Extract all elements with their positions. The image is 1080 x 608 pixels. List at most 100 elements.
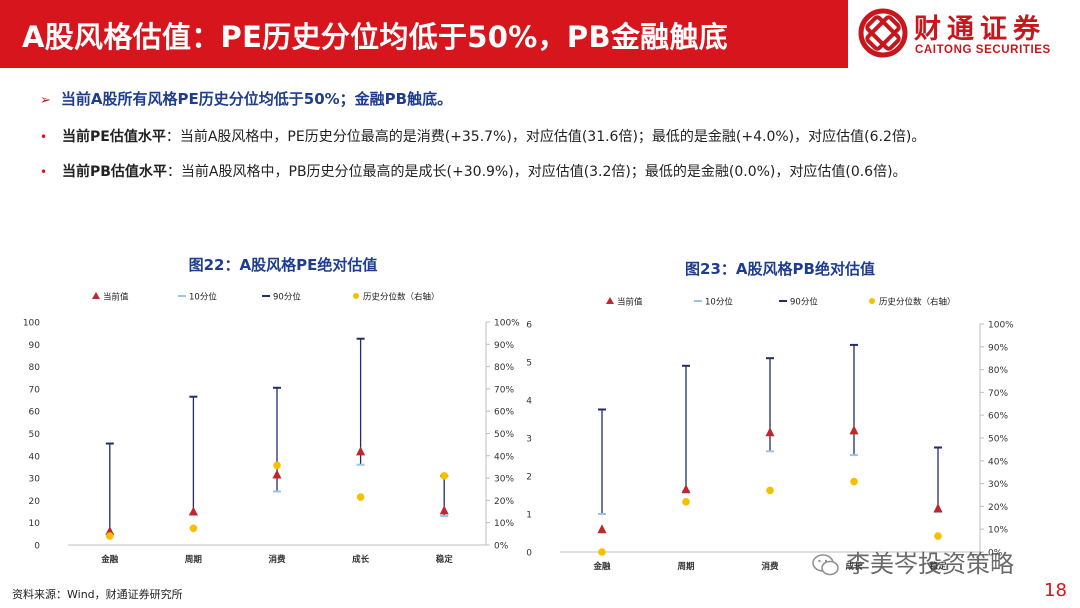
y-tick-label: 0 bbox=[526, 549, 532, 559]
legend-marker-current bbox=[92, 292, 100, 299]
legend-marker-percentile bbox=[869, 298, 875, 304]
y-tick-label: 90 bbox=[29, 341, 41, 351]
x-tick-label: 金融 bbox=[592, 561, 611, 572]
y-right-tick-label: 60% bbox=[988, 412, 1008, 422]
y-tick-label: 30 bbox=[29, 475, 41, 485]
percentile-dot bbox=[189, 524, 198, 533]
current-value-marker bbox=[597, 524, 607, 534]
x-tick-label: 成长 bbox=[352, 554, 370, 565]
y-right-tick-label: 100% bbox=[988, 321, 1014, 331]
y-tick-label: 40 bbox=[29, 452, 41, 462]
y-tick-label: 10 bbox=[29, 519, 41, 529]
current-value-marker bbox=[933, 503, 943, 513]
y-tick-label: 5 bbox=[526, 359, 532, 369]
legend-marker-percentile bbox=[353, 293, 359, 299]
summary-text: 当前A股所有风格PE历史分位均低于50%；金融PB触底。 bbox=[60, 90, 453, 108]
percentile-dot bbox=[766, 486, 774, 495]
y-right-tick-label: 40% bbox=[494, 452, 514, 462]
current-value-marker bbox=[272, 469, 282, 479]
y-tick-label: 20 bbox=[29, 497, 41, 507]
y-tick-label: 3 bbox=[526, 435, 532, 445]
wechat-icon bbox=[812, 554, 839, 576]
y-right-tick-label: 70% bbox=[988, 389, 1008, 399]
legend-label: 当前值 bbox=[103, 292, 129, 303]
current-value-marker bbox=[439, 505, 449, 515]
percentile-dot bbox=[598, 548, 606, 556]
y-right-tick-label: 0% bbox=[988, 549, 1003, 559]
chart-title: 图22：A股风格PE绝对估值 bbox=[189, 256, 378, 274]
percentile-dot bbox=[682, 498, 690, 506]
percentile-dot bbox=[934, 532, 942, 540]
legend-marker-current bbox=[606, 297, 614, 304]
watermark-text: 李美岑投资策略 bbox=[846, 550, 1014, 578]
x-tick-label: 稳定 bbox=[436, 554, 454, 565]
logo-text-cn: 财通证券 bbox=[914, 14, 1046, 45]
y-tick-label: 100 bbox=[23, 319, 40, 329]
y-tick-label: 70 bbox=[29, 385, 41, 395]
x-tick-label: 周期 bbox=[677, 561, 695, 572]
y-tick-label: 50 bbox=[29, 430, 41, 440]
y-tick-label: 4 bbox=[526, 397, 532, 407]
y-right-tick-label: 10% bbox=[494, 519, 514, 529]
bullet-lead: 当前PE估值水平 bbox=[62, 129, 166, 145]
percentile-dot bbox=[106, 532, 114, 540]
percentile-dot bbox=[440, 472, 449, 480]
y-tick-label: 60 bbox=[29, 408, 41, 418]
bullet-text: ：当前A股风格中，PE历史分位最高的是消费(+35.7%)，对应估值(31.6倍… bbox=[165, 129, 926, 145]
page-title: A股风格估值：PE历史分位均低于50%，PB金融触底 bbox=[22, 20, 729, 54]
y-right-tick-label: 40% bbox=[988, 457, 1008, 467]
current-value-marker bbox=[188, 506, 198, 516]
bullet-pe: • 当前PE估值水平：当前A股风格中，PE历史分位最高的是消费(+35.7%)，对… bbox=[40, 126, 925, 146]
percentile-dot bbox=[273, 461, 281, 470]
current-value-marker bbox=[849, 425, 859, 435]
y-right-tick-label: 50% bbox=[988, 435, 1008, 445]
chart-title: 图23：A股风格PB绝对估值 bbox=[685, 260, 875, 278]
logo-text-en: CAITONG SECURITIES bbox=[915, 44, 1051, 56]
y-tick-label: 0 bbox=[34, 542, 40, 552]
legend-label: 90分位 bbox=[273, 292, 301, 303]
legend-label: 10分位 bbox=[189, 292, 217, 303]
summary-line: ➢ 当前A股所有风格PE历史分位均低于50%；金融PB触底。 bbox=[40, 88, 452, 109]
header-bar: A股风格估值：PE历史分位均低于50%，PB金融触底 财通证券 CAITONG … bbox=[0, 0, 1080, 68]
arrow-bullet-icon: ➢ bbox=[40, 93, 51, 108]
y-tick-label: 6 bbox=[526, 321, 532, 331]
legend-label: 当前值 bbox=[617, 297, 643, 308]
y-right-tick-label: 20% bbox=[494, 497, 514, 507]
legend-label: 历史分位数（右轴） bbox=[363, 292, 440, 303]
current-value-marker bbox=[356, 446, 366, 456]
x-tick-label: 成长 bbox=[845, 561, 863, 572]
y-right-tick-label: 0% bbox=[494, 542, 509, 552]
watermark: 李美岑投资策略 bbox=[812, 544, 1014, 579]
y-right-tick-label: 70% bbox=[494, 385, 514, 395]
percentile-dot bbox=[356, 493, 365, 501]
y-tick-label: 1 bbox=[526, 511, 532, 521]
legend-label: 10分位 bbox=[705, 297, 733, 308]
bullet-lead: 当前PB估值水平 bbox=[62, 164, 167, 180]
x-tick-label: 消费 bbox=[268, 554, 286, 565]
y-right-tick-label: 30% bbox=[494, 475, 514, 485]
current-value-marker bbox=[105, 526, 115, 536]
logo: 财通证券 CAITONG SECURITIES bbox=[848, 0, 1080, 68]
y-right-tick-label: 100% bbox=[494, 319, 520, 329]
x-tick-label: 周期 bbox=[185, 554, 203, 565]
y-right-tick-label: 20% bbox=[988, 503, 1008, 513]
y-right-tick-label: 80% bbox=[494, 363, 514, 373]
x-tick-label: 稳定 bbox=[929, 561, 947, 572]
current-value-marker bbox=[765, 427, 775, 437]
bullet-text: ：当前A股风格中，PB历史分位最高的是成长(+30.9%)，对应估值(3.2倍)… bbox=[166, 164, 907, 180]
legend-label: 90分位 bbox=[790, 297, 818, 308]
y-tick-label: 2 bbox=[526, 473, 532, 483]
y-right-tick-label: 30% bbox=[988, 480, 1008, 490]
y-right-tick-label: 10% bbox=[988, 526, 1008, 536]
legend-label: 历史分位数（右轴） bbox=[879, 297, 956, 308]
y-right-tick-label: 50% bbox=[494, 430, 514, 440]
source-note: 资料来源：Wind，财通证券研究所 bbox=[12, 588, 183, 601]
current-value-marker bbox=[681, 484, 691, 494]
bullet-dot-icon: • bbox=[40, 130, 48, 144]
y-right-tick-label: 80% bbox=[988, 366, 1008, 376]
x-tick-label: 消费 bbox=[761, 561, 779, 572]
y-right-tick-label: 60% bbox=[494, 408, 514, 418]
caitong-logo-icon bbox=[858, 8, 908, 58]
y-right-tick-label: 90% bbox=[494, 341, 514, 351]
